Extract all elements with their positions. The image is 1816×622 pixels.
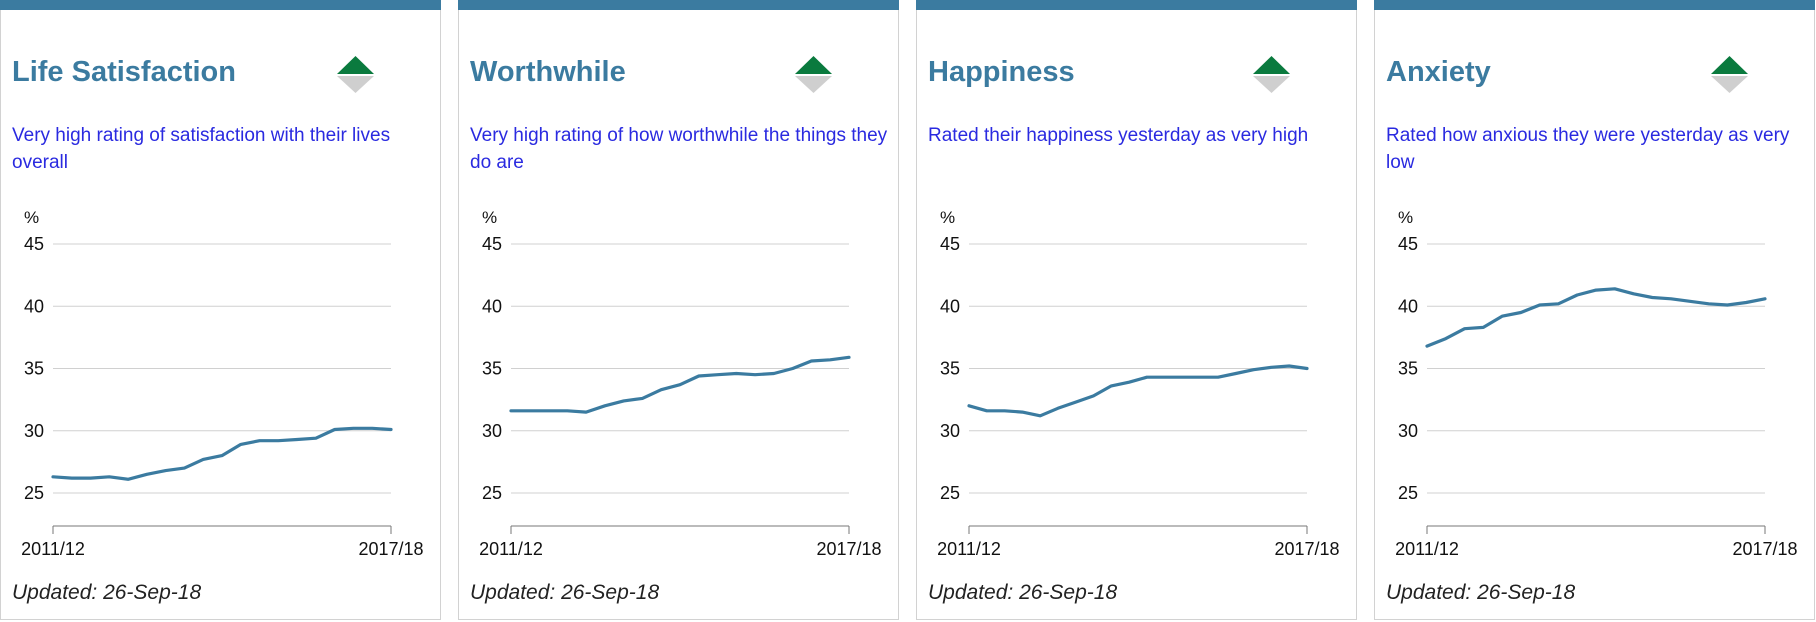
card-description: Rated their happiness yesterday as very … — [928, 125, 1309, 146]
x-tick-label: 2011/12 — [1395, 539, 1459, 559]
y-axis-unit-label: % — [24, 208, 39, 227]
y-tick-label: 45 — [482, 234, 502, 254]
updated-date: Updated: 26-Sep-18 — [928, 581, 1118, 604]
y-tick-label: 40 — [24, 296, 44, 316]
trend-down-triangle — [1253, 76, 1290, 93]
trend-down-triangle — [1711, 76, 1748, 93]
x-tick-label: 2017/18 — [1732, 539, 1797, 559]
y-axis-unit-label: % — [1398, 208, 1413, 227]
y-tick-label: 25 — [940, 483, 960, 503]
trend-up-triangle — [1711, 56, 1748, 74]
trend-up-triangle — [337, 56, 374, 74]
y-axis-unit-label: % — [482, 208, 497, 227]
card-anxiety: Anxiety Rated how anxious they were yest… — [1374, 0, 1815, 620]
trend-up-icon — [337, 56, 374, 93]
x-tick-label: 2011/12 — [21, 539, 85, 559]
y-tick-label: 35 — [1398, 359, 1418, 379]
y-tick-label: 30 — [940, 421, 960, 441]
card-description: Rated how anxious they were yesterday as… — [1386, 125, 1790, 173]
card-top-bar — [1374, 0, 1815, 10]
line-chart: % 45 40 35 30 25 2011/12 2017/18 — [1395, 208, 1797, 559]
series-line — [509, 355, 851, 414]
card-top-bar — [916, 0, 1357, 10]
card-happiness: Happiness Rated their happiness yesterda… — [916, 0, 1357, 620]
x-tick-label: 2017/18 — [358, 539, 423, 559]
x-tick-label: 2011/12 — [937, 539, 1001, 559]
card-description: Very high rating of satisfaction with th… — [12, 125, 391, 173]
line-chart: % 45 40 35 30 25 2011/12 2017/18 — [937, 208, 1339, 559]
trend-up-triangle — [1253, 56, 1290, 74]
y-axis-unit-label: % — [940, 208, 955, 227]
y-tick-label: 45 — [940, 234, 960, 254]
trend-up-icon — [1711, 56, 1748, 93]
y-tick-label: 30 — [1398, 421, 1418, 441]
trend-down-triangle — [795, 76, 832, 93]
card-top-bar — [458, 0, 899, 10]
card-top-bar — [0, 0, 441, 10]
line-chart: % 45 40 35 30 25 2011/12 2017/18 — [21, 208, 423, 559]
series-line — [967, 364, 1309, 418]
updated-date: Updated: 26-Sep-18 — [12, 581, 202, 604]
x-tick-label: 2011/12 — [479, 539, 543, 559]
card-life-satisfaction: Life Satisfaction Very high rating of sa… — [0, 0, 441, 620]
trend-up-icon — [1253, 56, 1290, 93]
updated-date: Updated: 26-Sep-18 — [1386, 581, 1576, 604]
y-tick-label: 30 — [482, 421, 502, 441]
y-tick-label: 35 — [940, 359, 960, 379]
y-tick-label: 25 — [24, 483, 44, 503]
y-tick-label: 25 — [1398, 483, 1418, 503]
y-tick-label: 45 — [1398, 234, 1418, 254]
card-title: Anxiety — [1386, 56, 1491, 88]
series-line — [1425, 287, 1767, 348]
series-line — [51, 426, 393, 481]
trend-up-icon — [795, 56, 832, 93]
line-chart: % 45 40 35 30 25 2011/12 2017/18 — [479, 208, 881, 559]
trend-up-triangle — [795, 56, 832, 74]
y-tick-label: 40 — [482, 296, 502, 316]
card-title: Worthwhile — [470, 56, 626, 88]
y-tick-label: 35 — [24, 359, 44, 379]
card-description: Very high rating of how worthwhile the t… — [470, 125, 888, 173]
card-title: Life Satisfaction — [12, 56, 236, 88]
x-tick-label: 2017/18 — [816, 539, 881, 559]
y-tick-label: 30 — [24, 421, 44, 441]
y-tick-label: 40 — [1398, 296, 1418, 316]
y-tick-label: 35 — [482, 359, 502, 379]
updated-date: Updated: 26-Sep-18 — [470, 581, 660, 604]
y-tick-label: 40 — [940, 296, 960, 316]
card-title: Happiness — [928, 56, 1075, 88]
y-tick-label: 25 — [482, 483, 502, 503]
x-tick-label: 2017/18 — [1274, 539, 1339, 559]
y-tick-label: 45 — [24, 234, 44, 254]
trend-down-triangle — [337, 76, 374, 93]
card-worthwhile: Worthwhile Very high rating of how worth… — [458, 0, 899, 620]
